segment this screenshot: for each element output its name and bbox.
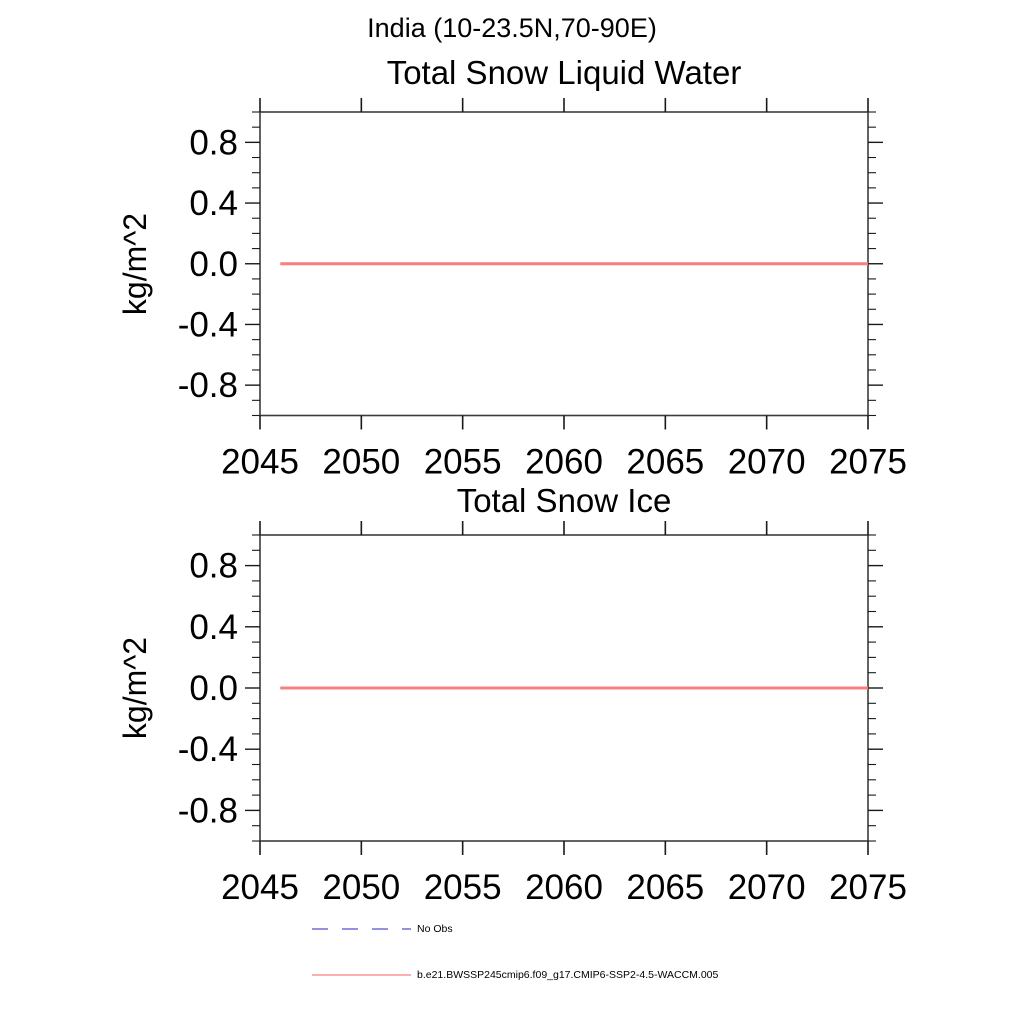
y-tick-label: -0.8 — [178, 791, 238, 830]
y-tick-label: 0.4 — [189, 608, 238, 647]
panel-title-total-snow-liquid-water: Total Snow Liquid Water — [386, 54, 742, 91]
x-tick-label: 2070 — [728, 443, 806, 482]
y-tick-label: 0.4 — [189, 184, 238, 223]
x-tick-label: 2055 — [424, 868, 502, 907]
x-tick-label: 2065 — [626, 443, 704, 482]
y-tick-label: -0.4 — [178, 730, 238, 769]
legend-item-label: No Obs — [417, 922, 453, 935]
x-tick-label: 2050 — [322, 443, 400, 482]
x-tick-label: 2050 — [322, 868, 400, 907]
y-tick-label: -0.8 — [178, 366, 238, 405]
x-tick-label: 2045 — [221, 868, 299, 907]
x-tick-label: 2075 — [829, 868, 907, 907]
x-tick-label: 2070 — [728, 868, 806, 907]
x-tick-label: 2065 — [626, 868, 704, 907]
model-solid-line-swatch — [312, 974, 411, 976]
x-tick-label: 2075 — [829, 443, 907, 482]
y-tick-label: 0.8 — [189, 123, 238, 162]
y-axis-title-top-panel: kg/m^2 — [117, 212, 153, 316]
legend-item-no-obs: No Obs — [312, 922, 752, 936]
panel-1-plot: 2045 2050 2055 2060 2065 2070 2075 0.8 0.4 0.0 -0.… — [178, 98, 907, 482]
x-tick-label: 2060 — [525, 443, 603, 482]
figure-suptitle: India (10-23.5N,70-90E) — [367, 13, 657, 43]
panel-2-plot: 2045 2050 2055 2060 2065 2070 2075 0.8 0.4 0.0 -0.… — [178, 521, 907, 907]
no-obs-dashed-line-swatch — [312, 928, 411, 930]
y-tick-label: 0.0 — [189, 669, 238, 708]
y-tick-label: 0.0 — [189, 245, 238, 284]
y-tick-label: -0.4 — [178, 305, 238, 344]
x-tick-label: 2060 — [525, 868, 603, 907]
x-tick-label: 2045 — [221, 443, 299, 482]
y-axis-title-bottom-panel: kg/m^2 — [117, 636, 153, 740]
panel-title-total-snow-ice: Total Snow Ice — [456, 482, 672, 519]
x-tick-label: 2055 — [424, 443, 502, 482]
legend-item-label: b.e21.BWSSP245cmip6.f09_g17.CMIP6-SSP2-4… — [417, 968, 719, 981]
legend-item-model-run: b.e21.BWSSP245cmip6.f09_g17.CMIP6-SSP2-4… — [312, 968, 812, 982]
y-tick-label: 0.8 — [189, 547, 238, 586]
